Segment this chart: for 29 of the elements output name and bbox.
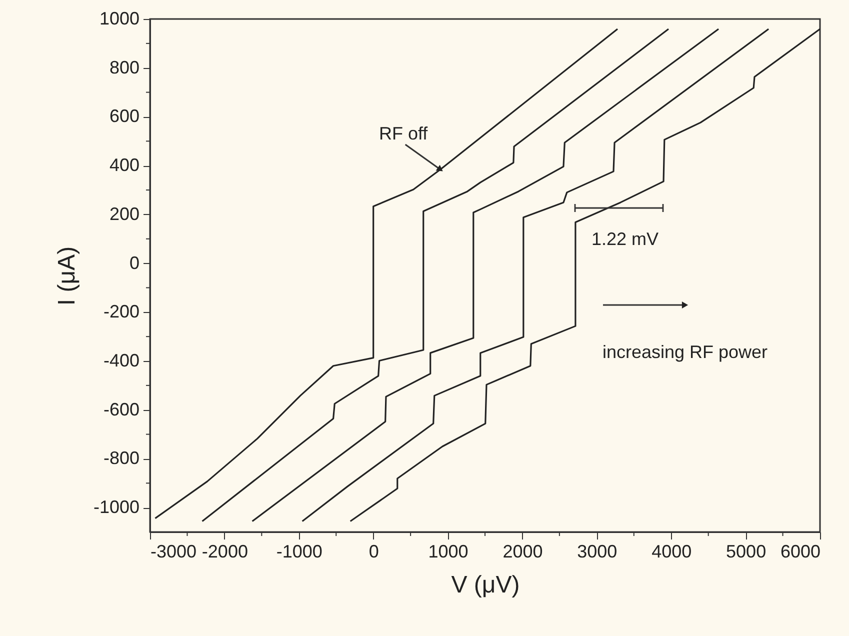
x-tick-label: 3000	[577, 542, 618, 562]
y-tick-label: 800	[109, 57, 140, 78]
x-tick-label: 6000	[780, 542, 820, 562]
line-series	[302, 28, 770, 522]
x-tick-label: 0	[368, 542, 379, 562]
x-tick-label: 2000	[502, 542, 543, 562]
x-tick-label: -1000	[276, 542, 322, 562]
y-tick-label: -200	[103, 302, 140, 322]
line-series	[350, 28, 821, 522]
y-axis-title: I (μA)	[53, 246, 80, 306]
y-tick-label: -1000	[93, 497, 140, 518]
annotation: 1.22 mV	[591, 229, 659, 249]
y-tick-label: 400	[109, 155, 140, 176]
y-tick-label: 600	[109, 106, 140, 126]
y-tick-label: -600	[103, 399, 140, 420]
annotation: increasing RF power	[602, 342, 768, 362]
y-tick-label: 0	[129, 252, 140, 273]
x-tick-label: -3000	[150, 542, 197, 562]
x-tick-label: -2000	[202, 542, 248, 562]
x-tick-label: 4000	[652, 542, 692, 562]
x-tick-label: 5000	[726, 542, 766, 562]
x-tick-label: 1000	[428, 542, 468, 562]
line-series	[251, 28, 720, 522]
annotation: RF off	[378, 123, 429, 144]
y-tick-label: -400	[103, 350, 140, 370]
y-tick-label: -800	[103, 448, 140, 468]
y-tick-label: 200	[109, 204, 140, 224]
x-axis-title: V (μV)	[451, 572, 520, 598]
y-tick-label: 1000	[99, 8, 140, 28]
